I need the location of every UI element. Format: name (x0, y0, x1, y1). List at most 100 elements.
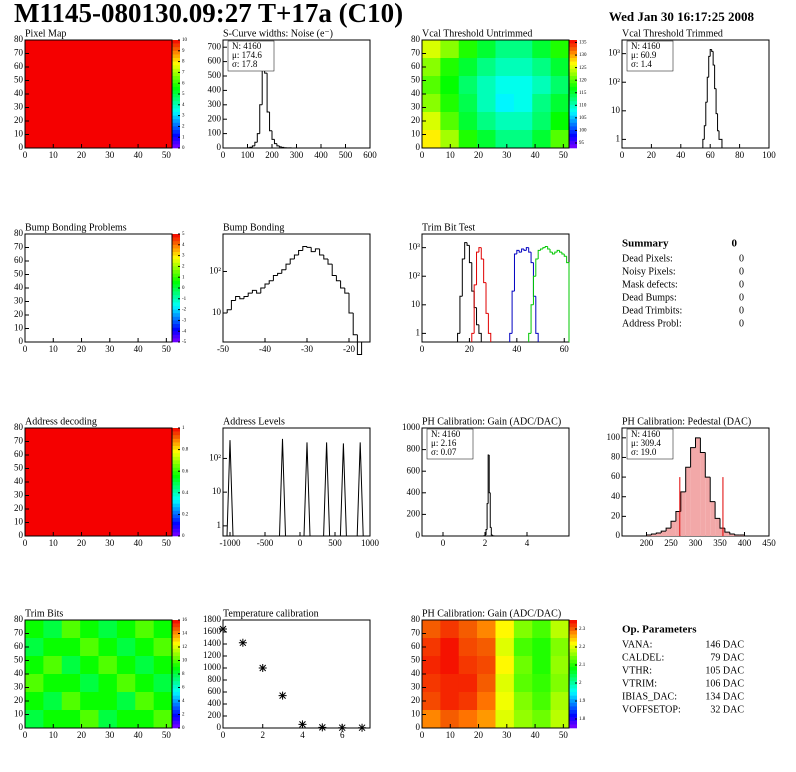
bin (298, 250, 303, 255)
page-title: M1145-080130.09:27 T+17a (C10) (14, 0, 403, 28)
heat-cell (98, 638, 118, 657)
colorbar-step (172, 634, 180, 639)
heat-cell (458, 674, 478, 693)
y-tick-label: 20 (14, 503, 24, 513)
heat-cell (440, 130, 460, 149)
panel-title: Trim Bit Test (422, 222, 475, 233)
y-tick-label: 700 (208, 41, 222, 51)
bin-fill (695, 437, 701, 536)
y-tick-label: 600 (407, 465, 421, 475)
colorbar-step (172, 692, 180, 696)
colorbar-step (172, 298, 180, 303)
heat-cell (440, 58, 460, 77)
row-label: Mask defects: (622, 279, 678, 290)
row-value: 146 DAC (705, 639, 744, 650)
y-tick-label: 10 (212, 486, 222, 496)
spike (226, 440, 234, 537)
bin (540, 248, 543, 251)
heat-cell (422, 40, 441, 59)
heat-cell (513, 76, 533, 95)
colorbar-step (172, 248, 180, 253)
heat-cell (495, 94, 515, 113)
stats-line: μ: 60.9 (631, 50, 657, 60)
bin (344, 288, 349, 294)
colorbar-step (172, 648, 180, 653)
heat-cell (513, 94, 533, 113)
colorbar-step (172, 119, 180, 124)
panel-title: Trim Bits (25, 608, 63, 619)
stats-line: N: 4160 (631, 429, 661, 439)
heat-cell (61, 692, 81, 711)
colorbar-step (172, 482, 180, 486)
bin (259, 104, 263, 134)
heat-cell (153, 638, 173, 657)
y-tick-label: 10² (209, 453, 221, 463)
bin (521, 248, 524, 253)
x-tick-label: 0 (23, 150, 28, 160)
heat-cell (495, 692, 515, 711)
colorbar-step (569, 61, 577, 66)
colorbar-step (569, 638, 577, 642)
bin (744, 535, 750, 537)
heat-cell (440, 674, 460, 693)
plot-frame (222, 619, 371, 729)
bin-fill (715, 518, 720, 536)
y-tick-label: 70 (14, 628, 24, 638)
colorbar-step (172, 699, 180, 704)
colorbar-step (172, 295, 180, 300)
heat-cell (532, 112, 551, 131)
y-tick-label: 10 (14, 709, 24, 719)
colorbar-step (172, 652, 180, 657)
heat-cell (477, 638, 496, 657)
colorbar-step (172, 324, 180, 328)
heat-cell (422, 620, 441, 639)
z-tick-label: 7 (182, 71, 185, 76)
bin (331, 264, 337, 277)
colorbar-step (569, 663, 577, 668)
y-tick-label: 1200 (203, 650, 222, 660)
colorbar-step (172, 666, 180, 671)
colorbar-step (172, 65, 180, 70)
bin (478, 324, 482, 342)
heat-cell (43, 692, 63, 711)
stats-line: σ: 1.4 (631, 59, 652, 69)
x-tick-label: 30 (105, 150, 115, 160)
bin (547, 246, 551, 250)
y-tick-label: 100 (607, 432, 621, 442)
bin (251, 145, 255, 148)
y-tick-label: 10² (608, 76, 620, 86)
heat-cell (25, 428, 173, 537)
x-tick-label: 400 (314, 150, 328, 160)
colorbar-step (172, 61, 180, 66)
bin (269, 112, 272, 132)
bin-fill (690, 447, 696, 536)
colorbar-step (172, 702, 180, 707)
z-tick-label: 8 (182, 672, 185, 677)
y-tick-label: 60 (14, 641, 24, 651)
y-tick-label: 60 (411, 61, 421, 71)
heat-cell (532, 76, 551, 95)
row-value: 134 DAC (705, 691, 744, 702)
heat-cell (440, 112, 460, 131)
colorbar-step (172, 446, 180, 450)
heat-cell (43, 638, 63, 657)
colorbar-step (569, 54, 577, 59)
heat-cell (25, 710, 44, 729)
heat-cell (98, 710, 118, 729)
panel-title: PH Calibration: Pedestal (DAC) (622, 416, 751, 427)
row-label: VTRIM: (622, 678, 657, 689)
stats-box (426, 428, 474, 460)
x-tick-label: 30 (105, 538, 115, 548)
colorbar-step (569, 126, 577, 131)
colorbar-step (569, 43, 577, 48)
bin (230, 299, 236, 310)
y-tick-label: 50 (14, 655, 24, 665)
colorbar-step (172, 438, 180, 443)
stats-line: σ: 0.07 (431, 447, 457, 457)
x-tick-label: 30 (502, 730, 512, 740)
colorbar-step (569, 702, 577, 707)
heat-cell (61, 674, 81, 693)
heat-cell (495, 130, 515, 149)
bin (235, 295, 240, 301)
